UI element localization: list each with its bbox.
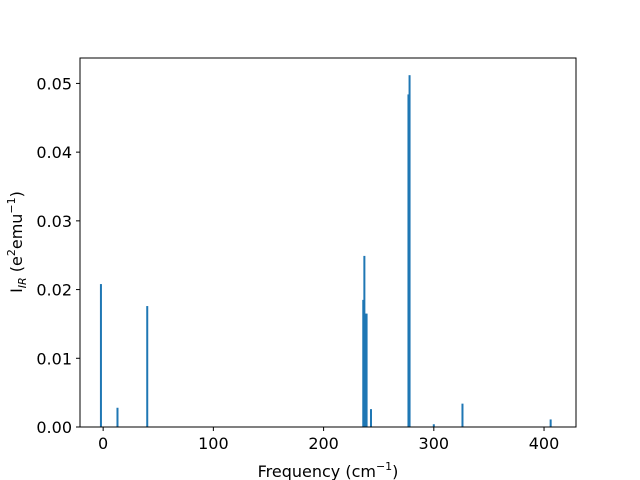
bar-7 [369, 409, 372, 427]
y-axis-label-sup1: 2 [5, 249, 18, 256]
bar-11 [461, 403, 464, 427]
bar-10 [432, 424, 435, 427]
y-tick-label-3: 0.03 [36, 212, 72, 231]
x-axis-label: Frequency (cm−1) [258, 460, 399, 480]
bar-5 [364, 313, 367, 427]
x-tick-label-0: 0 [98, 434, 108, 453]
y-axis: 0.00 0.01 0.02 0.03 0.04 0.05 [36, 74, 80, 437]
x-tick-label-4: 400 [529, 434, 560, 453]
y-axis-label-mid: (e [7, 256, 26, 277]
y-axis-label-sup2: −1 [5, 197, 18, 213]
x-tick-label-1: 100 [198, 434, 229, 453]
bar-4 [363, 255, 366, 427]
y-axis-label-prefix: I [7, 288, 26, 293]
bar-6 [365, 313, 368, 427]
bar-12 [549, 419, 552, 427]
y-tick-label-1: 0.01 [36, 349, 72, 368]
bar-1 [116, 407, 119, 427]
y-axis-label: IIR (e2emu−1) [5, 191, 29, 293]
y-tick-label-5: 0.05 [36, 74, 72, 93]
bars-layer [99, 75, 552, 428]
y-axis-label-tail: ) [7, 191, 26, 197]
y-axis-label-sub: IR [16, 277, 29, 288]
bar-2 [146, 306, 149, 427]
bar-9 [408, 75, 411, 428]
bar-3 [362, 299, 365, 427]
y-axis-label-mid2: emu [7, 214, 26, 250]
x-axis-label-tail: ) [392, 462, 398, 480]
x-tick-label-2: 200 [308, 434, 339, 453]
x-axis: 0 100 200 300 400 [98, 427, 559, 453]
bar-0 [99, 284, 102, 427]
x-axis-label-sup: −1 [376, 460, 392, 473]
y-tick-label-2: 0.02 [36, 281, 72, 300]
y-tick-label-4: 0.04 [36, 143, 72, 162]
x-tick-label-3: 300 [419, 434, 450, 453]
plot-frame [79, 57, 577, 428]
bar-8 [407, 94, 410, 428]
x-axis-label-main: Frequency (cm [258, 462, 376, 480]
y-tick-label-0: 0.00 [36, 418, 72, 437]
